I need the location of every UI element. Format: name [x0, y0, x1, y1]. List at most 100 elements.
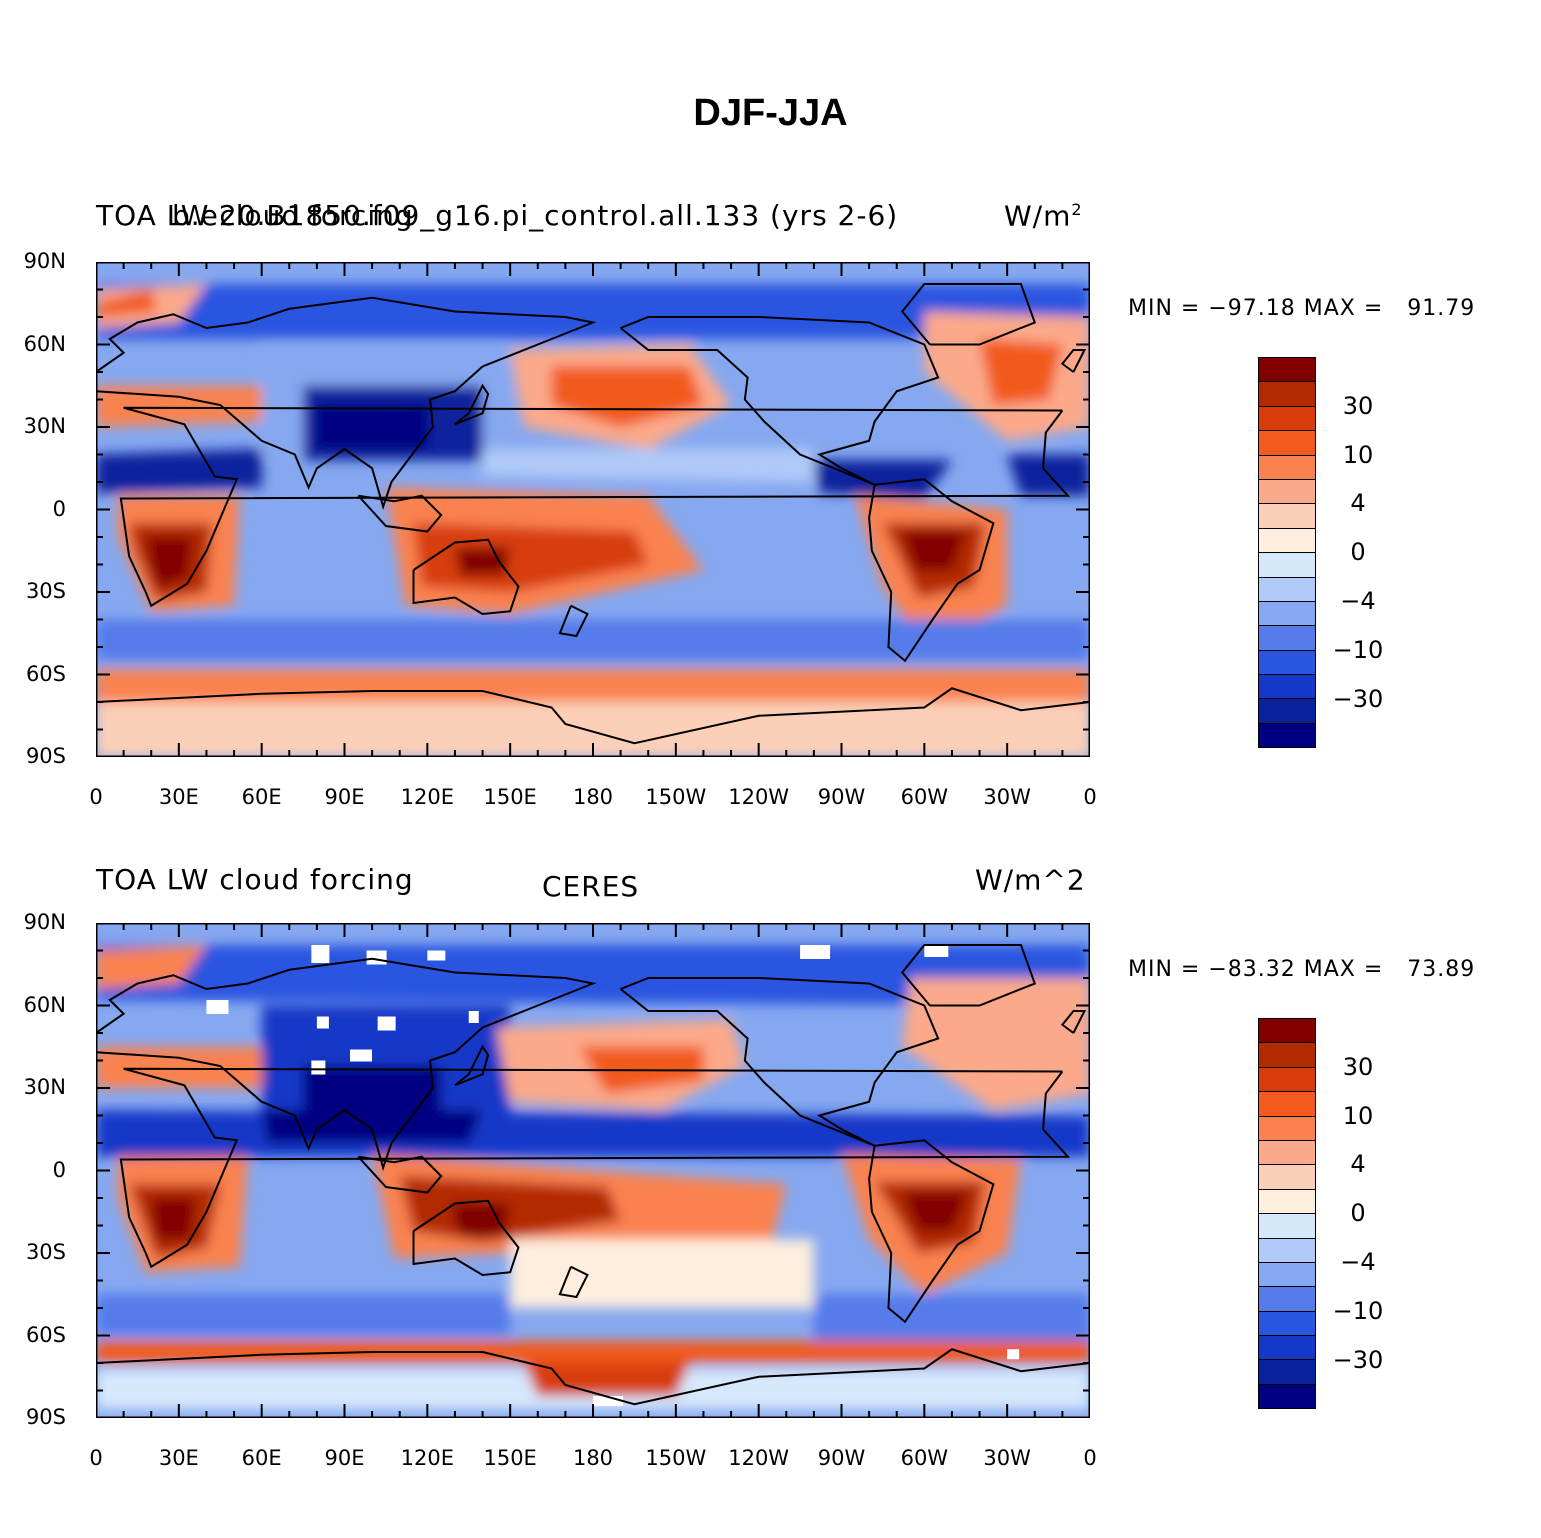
colorbar-label: −4: [1340, 1248, 1376, 1276]
colorbar-segment: [1258, 1066, 1316, 1092]
colorbar-segment: [1258, 1042, 1316, 1067]
colorbar-segment: [1258, 478, 1316, 504]
colorbar-label: 4: [1350, 489, 1366, 518]
lon-label: 120W: [728, 785, 790, 809]
contour-region: [902, 978, 1090, 1110]
coastline: [357, 494, 443, 533]
lon-label: 30W: [983, 1446, 1031, 1470]
colorbar-label: 10: [1342, 440, 1374, 469]
panel-unit: W/m^2: [975, 863, 1086, 897]
lon-label: 60W: [900, 785, 949, 809]
colorbar-segment: [1258, 405, 1316, 431]
contour-region: [96, 289, 157, 317]
colorbar-segment: [1258, 1139, 1316, 1165]
contour-region: [145, 537, 193, 587]
colorbar-segment: [1258, 1188, 1316, 1214]
missing-data-cell: [377, 1016, 396, 1031]
lon-label: 120E: [400, 1446, 454, 1470]
lat-label: 0: [52, 496, 66, 521]
contour-region: [96, 449, 262, 493]
colorbar-label: −10: [1332, 1296, 1384, 1325]
lon-label: 90E: [324, 1446, 365, 1470]
contour-region: [96, 619, 1090, 661]
colorbar-segment: [1258, 552, 1316, 577]
coastline: [96, 687, 1090, 745]
missing-data-cell: [311, 945, 330, 963]
missing-data-cell: [427, 950, 446, 961]
lon-label: 120E: [400, 785, 454, 809]
colorbar-segment: [1258, 357, 1316, 382]
missing-data-cell: [800, 945, 831, 959]
contour-region: [96, 1110, 1090, 1157]
colorbar: [1258, 357, 1316, 749]
colorbar-segment: [1258, 1237, 1316, 1262]
colorbar-segment: [1258, 674, 1316, 699]
map-svg: [96, 923, 1090, 1418]
lon-label: 60W: [900, 1446, 949, 1470]
contour-region: [96, 1294, 511, 1336]
lat-label: 30S: [25, 1240, 66, 1264]
lat-label: 90S: [25, 1405, 66, 1429]
coastline: [1060, 1010, 1087, 1034]
coastline: [96, 1348, 1090, 1406]
colorbar-label: 10: [1342, 1101, 1374, 1130]
coastline: [868, 478, 995, 663]
contour-region: [399, 1176, 621, 1242]
contour-region: [261, 1110, 483, 1143]
contour-region: [482, 449, 814, 482]
lon-label: 150E: [483, 785, 537, 809]
lat-label: 90N: [23, 910, 66, 934]
panel-center-title: CERES: [542, 870, 640, 903]
colorbar-label: 0: [1350, 1199, 1366, 1228]
coastline: [868, 1139, 995, 1324]
lat-label: 30N: [23, 1075, 66, 1099]
colorbar-segment: [1258, 1383, 1316, 1410]
coastline: [412, 1199, 520, 1277]
lon-label: 60E: [241, 1446, 282, 1470]
colorbar-segment: [1258, 1261, 1316, 1287]
lat-label: 60S: [25, 661, 66, 686]
ceres-panel: TOA LW cloud forcing CERES W/m^2 90N 60N 3…: [0, 661, 1541, 1471]
colorbar-label: 0: [1350, 538, 1366, 567]
colorbar-segment: [1258, 454, 1316, 479]
contour-region: [449, 1203, 511, 1237]
colorbar-label: −4: [1340, 587, 1376, 615]
colorbar-segment: [1258, 1018, 1316, 1043]
figure-title: DJF-JJA: [693, 92, 848, 134]
contour-region: [902, 1192, 969, 1231]
lat-label: 60N: [23, 992, 66, 1017]
coastline: [900, 283, 1037, 346]
lat-label: 90N: [23, 249, 66, 273]
coastline: [619, 977, 940, 1147]
missing-data-cell: [924, 945, 949, 957]
colorbar-segment: [1258, 527, 1316, 553]
colorbar-label: 30: [1342, 1052, 1374, 1081]
colorbar-segment: [1258, 1310, 1316, 1336]
missing-data-cell: [316, 1016, 329, 1029]
contour-region: [551, 366, 704, 427]
colorbar-label: 4: [1350, 1150, 1366, 1179]
colorbar-segment: [1258, 600, 1316, 626]
missing-data-cell: [468, 1011, 479, 1023]
map-plot: [96, 923, 1090, 1418]
colorbar-segment: [1258, 503, 1316, 528]
min-max-text: MIN = −97.18 MAX = 91.79: [1128, 296, 1476, 321]
coastline: [96, 957, 597, 1172]
lat-label: 30N: [23, 414, 66, 438]
contour-region: [96, 669, 1090, 702]
lat-label: 90S: [25, 744, 66, 768]
lon-label: 30E: [158, 785, 199, 809]
lon-label: 0: [89, 1446, 103, 1470]
colorbar-segment: [1258, 1286, 1316, 1311]
lat-label: 60N: [23, 331, 66, 356]
missing-data-cell: [1007, 1349, 1020, 1360]
colorbar-label: 30: [1342, 391, 1374, 420]
colorbar-segment: [1258, 576, 1316, 601]
min-max-text: MIN = −83.32 MAX = 73.89: [1128, 957, 1476, 982]
panel-left-title: TOA LW cloud forcing: [96, 199, 414, 232]
contour-region: [510, 1239, 814, 1308]
contour-region: [316, 405, 428, 449]
lon-label: 180: [572, 785, 614, 809]
coastline: [119, 1067, 1071, 1269]
lat-label: 0: [52, 1157, 66, 1182]
